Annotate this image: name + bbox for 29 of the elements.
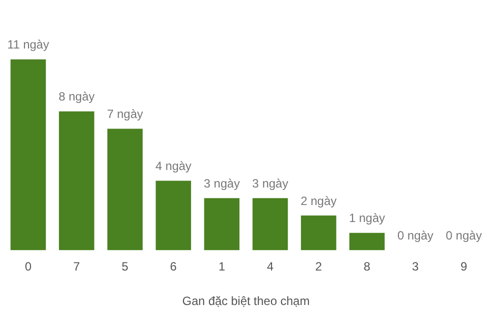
data-label: 3 ngày <box>204 176 240 190</box>
bar <box>107 128 143 250</box>
x-tick-label: 4 <box>266 260 274 274</box>
data-label: 2 ngày <box>300 194 337 208</box>
x-tick-label: 2 <box>315 260 322 274</box>
data-label: 3 ngày <box>252 176 288 190</box>
bar <box>10 59 46 250</box>
x-tick-label: 1 <box>218 260 226 274</box>
bar <box>300 216 336 250</box>
bar <box>204 198 240 250</box>
data-label: 11 ngày <box>7 38 50 52</box>
bar <box>252 198 288 250</box>
x-axis-title: Gan đặc biệt theo chạm <box>182 294 310 308</box>
bar <box>156 180 192 250</box>
x-tick-label: 7 <box>73 260 80 274</box>
bar <box>349 232 385 250</box>
data-label: 8 ngày <box>58 90 95 104</box>
x-tick-label: 9 <box>460 260 468 274</box>
x-tick-label: 0 <box>24 260 32 274</box>
data-label: 7 ngày <box>106 107 144 122</box>
x-tick-label: 5 <box>122 260 129 274</box>
data-label: 4 ngày <box>155 159 192 174</box>
data-label: 0 ngày <box>397 228 434 243</box>
data-label: 0 ngày <box>446 228 482 243</box>
x-tick-label: 8 <box>364 260 371 274</box>
data-label: 1 ngày <box>348 211 386 226</box>
bar <box>58 111 94 250</box>
x-tick-label: 3 <box>412 260 420 274</box>
x-tick-label: 6 <box>170 260 178 274</box>
